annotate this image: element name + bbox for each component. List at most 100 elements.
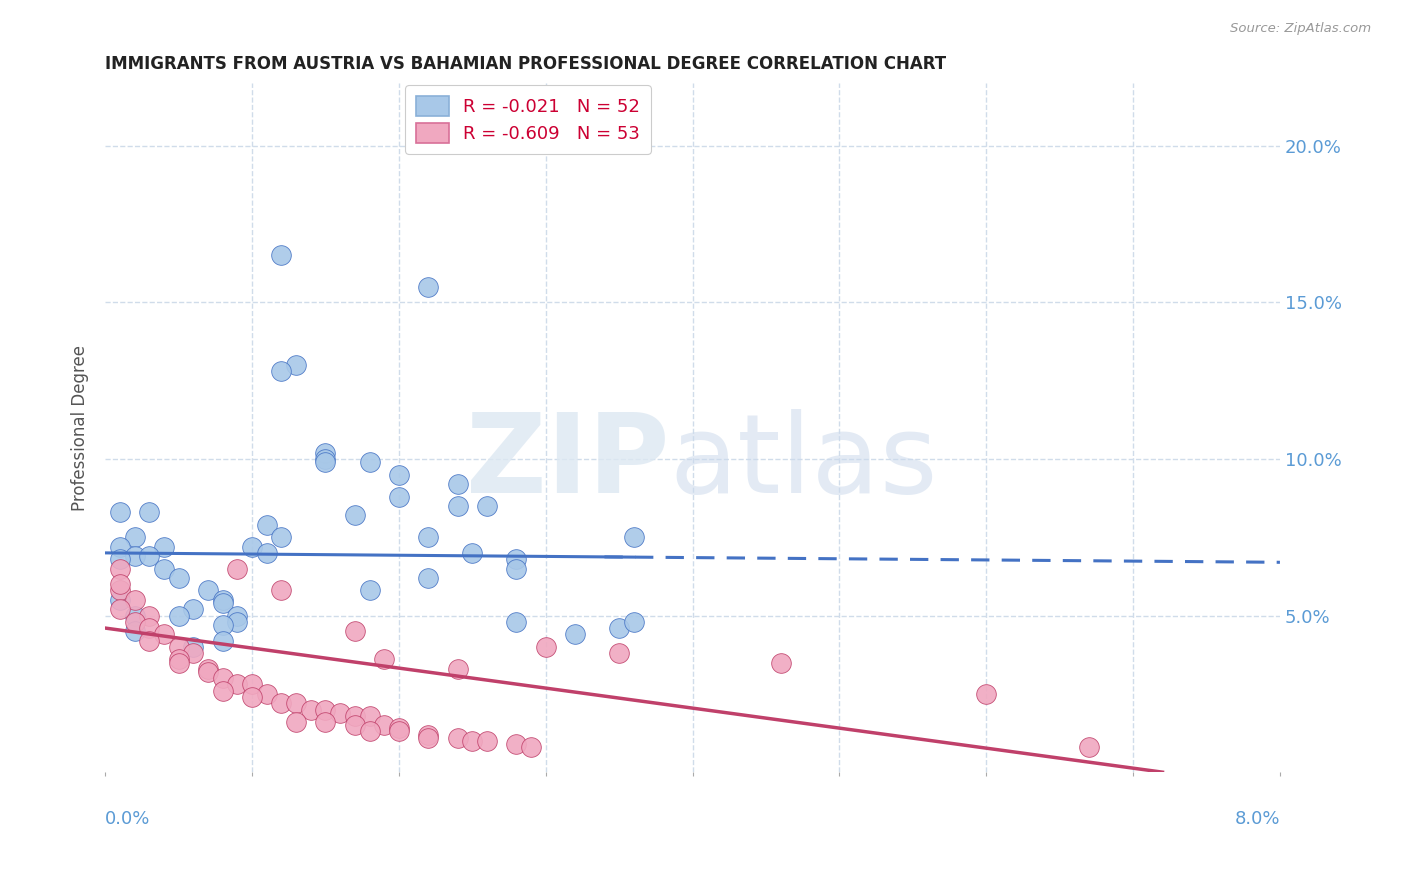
Point [388, 467, 411, 482]
Point [138, 633, 160, 648]
Point [388, 490, 411, 504]
Point [505, 737, 527, 751]
Point [197, 665, 219, 679]
Point [211, 671, 233, 685]
Point [343, 624, 366, 639]
Point [623, 530, 645, 544]
Point [138, 608, 160, 623]
Point [138, 549, 160, 563]
Point [343, 508, 366, 523]
Text: 8.0%: 8.0% [1234, 810, 1279, 828]
Y-axis label: Professional Degree: Professional Degree [72, 344, 89, 510]
Point [623, 615, 645, 629]
Point [388, 721, 411, 735]
Point [285, 714, 308, 729]
Point [1078, 740, 1101, 755]
Point [475, 734, 498, 748]
Point [197, 662, 219, 676]
Point [197, 583, 219, 598]
Point [226, 615, 249, 629]
Point [418, 731, 440, 745]
Point [270, 248, 292, 262]
Point [534, 640, 557, 654]
Point [108, 505, 131, 519]
Text: atlas: atlas [669, 409, 938, 516]
Text: IMMIGRANTS FROM AUSTRIA VS BAHAMIAN PROFESSIONAL DEGREE CORRELATION CHART: IMMIGRANTS FROM AUSTRIA VS BAHAMIAN PROF… [105, 55, 946, 73]
Point [270, 530, 292, 544]
Point [256, 517, 278, 532]
Point [153, 540, 176, 554]
Point [108, 583, 131, 598]
Point [607, 621, 630, 635]
Point [153, 627, 176, 641]
Text: 0.0%: 0.0% [105, 810, 150, 828]
Point [240, 677, 263, 691]
Point [226, 561, 249, 575]
Point [167, 640, 190, 654]
Point [314, 702, 336, 716]
Point [124, 593, 146, 607]
Point [314, 714, 336, 729]
Point [108, 577, 131, 591]
Point [270, 583, 292, 598]
Point [124, 608, 146, 623]
Point [475, 499, 498, 513]
Point [285, 358, 308, 372]
Point [181, 640, 204, 654]
Point [388, 724, 411, 739]
Point [108, 540, 131, 554]
Point [108, 602, 131, 616]
Point [138, 621, 160, 635]
Point [359, 724, 381, 739]
Point [314, 455, 336, 469]
Point [359, 708, 381, 723]
Point [211, 683, 233, 698]
Point [226, 677, 249, 691]
Point [299, 702, 322, 716]
Text: Source: ZipAtlas.com: Source: ZipAtlas.com [1230, 22, 1371, 36]
Point [314, 451, 336, 466]
Point [285, 696, 308, 710]
Point [211, 618, 233, 632]
Point [256, 687, 278, 701]
Point [974, 687, 997, 701]
Point [240, 540, 263, 554]
Point [167, 571, 190, 585]
Point [520, 740, 543, 755]
Point [359, 455, 381, 469]
Point [359, 583, 381, 598]
Text: ZIP: ZIP [465, 409, 669, 516]
Point [181, 646, 204, 660]
Point [564, 627, 586, 641]
Point [167, 656, 190, 670]
Point [461, 546, 484, 560]
Point [418, 728, 440, 742]
Point [418, 279, 440, 293]
Legend: R = -0.021   N = 52, R = -0.609   N = 53: R = -0.021 N = 52, R = -0.609 N = 53 [405, 85, 651, 153]
Point [211, 593, 233, 607]
Point [181, 602, 204, 616]
Point [124, 615, 146, 629]
Point [108, 552, 131, 566]
Point [211, 633, 233, 648]
Point [446, 731, 468, 745]
Point [124, 530, 146, 544]
Point [607, 646, 630, 660]
Point [373, 652, 395, 666]
Point [418, 530, 440, 544]
Point [138, 505, 160, 519]
Point [211, 596, 233, 610]
Point [446, 477, 468, 491]
Point [418, 571, 440, 585]
Point [446, 662, 468, 676]
Point [505, 561, 527, 575]
Point [343, 708, 366, 723]
Point [373, 718, 395, 732]
Point [329, 706, 352, 720]
Point [167, 608, 190, 623]
Point [446, 499, 468, 513]
Point [343, 718, 366, 732]
Point [256, 546, 278, 560]
Point [240, 690, 263, 704]
Point [167, 652, 190, 666]
